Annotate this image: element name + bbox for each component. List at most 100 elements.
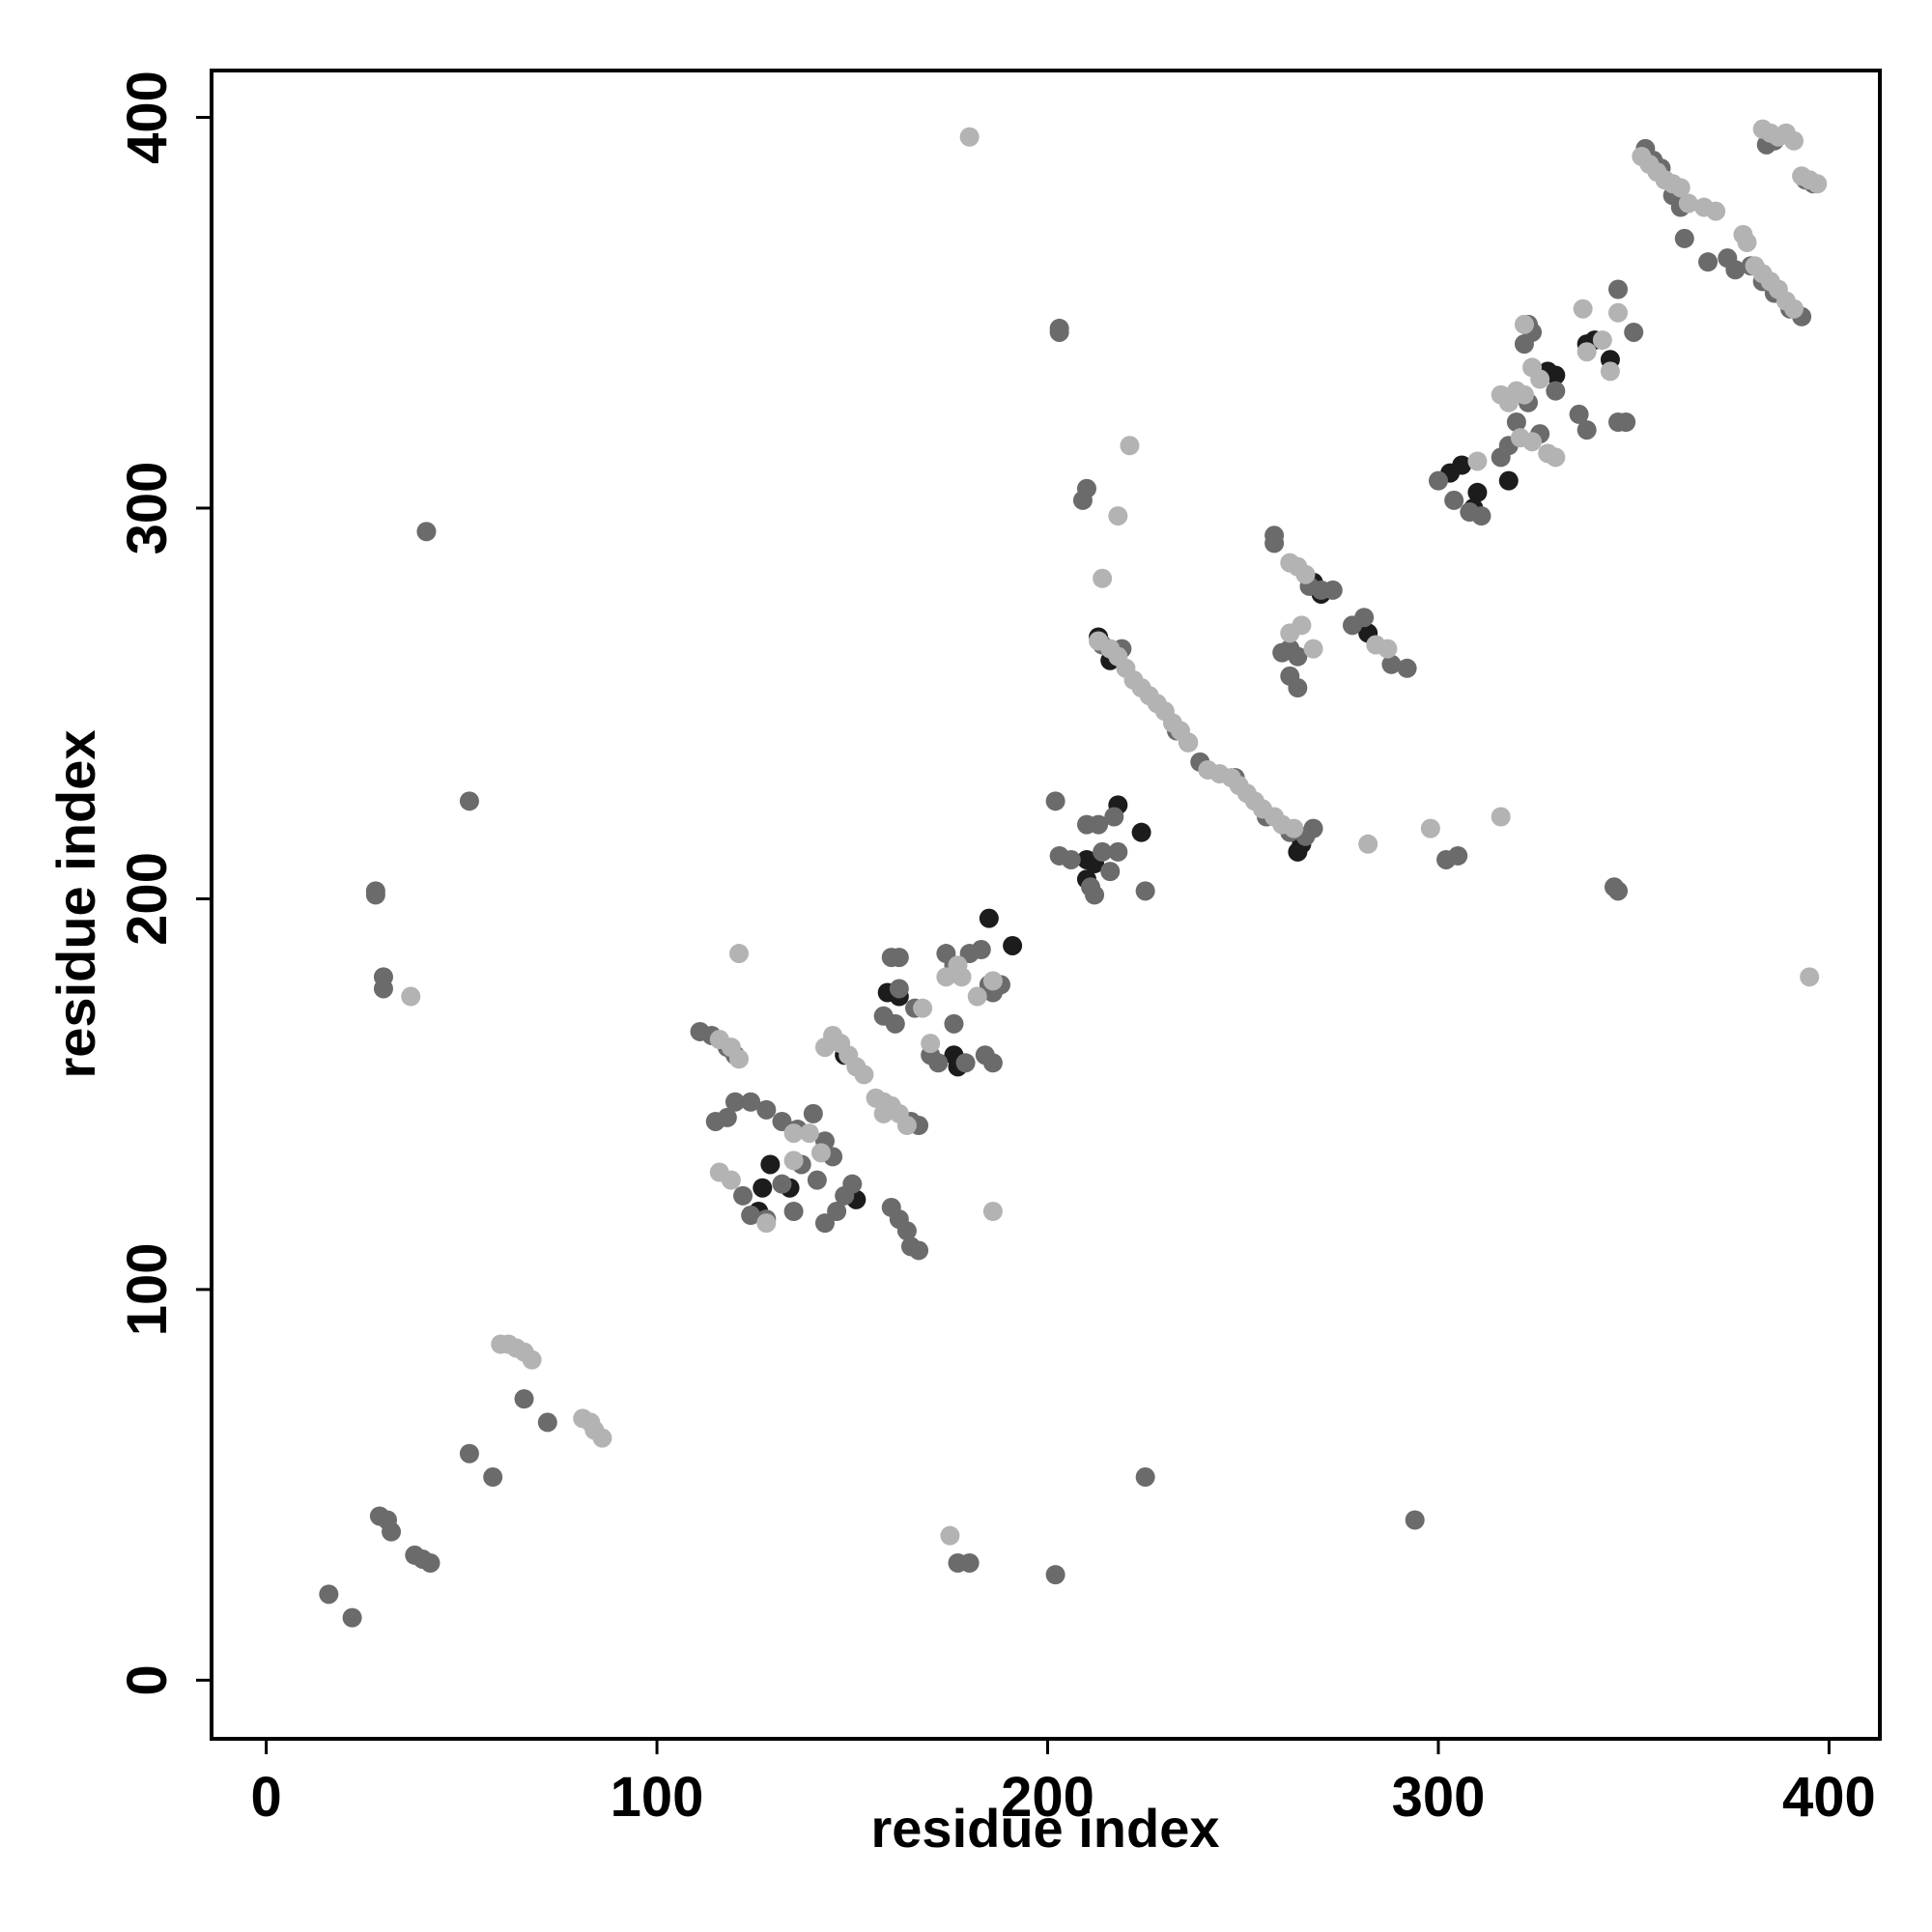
point xyxy=(459,1443,479,1463)
point xyxy=(365,885,385,905)
point xyxy=(1600,361,1620,382)
point xyxy=(1608,279,1629,299)
point xyxy=(1491,807,1511,827)
point xyxy=(1624,322,1644,342)
x-tick-label: 100 xyxy=(611,1766,704,1829)
point xyxy=(1569,404,1589,424)
point xyxy=(401,986,421,1007)
point xyxy=(959,127,980,147)
point xyxy=(724,1092,745,1112)
y-tick-label: 400 xyxy=(116,71,179,164)
point xyxy=(967,986,987,1007)
point xyxy=(889,948,909,968)
point xyxy=(928,1053,949,1073)
point xyxy=(1514,314,1534,334)
x-tick-label: 400 xyxy=(1782,1766,1876,1829)
point xyxy=(1100,862,1121,882)
point xyxy=(1725,260,1746,280)
point xyxy=(940,1525,960,1546)
point xyxy=(979,908,999,928)
point xyxy=(803,1103,823,1123)
point xyxy=(1272,642,1293,663)
point xyxy=(1284,818,1304,838)
point xyxy=(760,1154,781,1175)
point xyxy=(1045,791,1065,811)
point xyxy=(1076,478,1096,498)
point xyxy=(1514,384,1534,405)
point xyxy=(1530,369,1550,389)
point xyxy=(881,1197,901,1217)
point xyxy=(537,1412,557,1433)
point xyxy=(799,1123,819,1144)
point xyxy=(1264,533,1285,554)
point xyxy=(342,1607,362,1628)
point xyxy=(721,1170,741,1190)
point xyxy=(1800,967,1820,987)
point xyxy=(814,1213,835,1234)
point xyxy=(1303,639,1323,659)
point xyxy=(944,1013,964,1034)
point xyxy=(1120,436,1140,456)
point xyxy=(982,1201,1003,1221)
point xyxy=(783,1201,804,1221)
y-tick-label: 200 xyxy=(116,852,179,946)
point xyxy=(1420,818,1440,838)
point xyxy=(592,1428,612,1448)
point xyxy=(1288,841,1308,862)
point xyxy=(959,1552,980,1573)
point xyxy=(1358,834,1378,854)
point xyxy=(1608,881,1629,901)
point xyxy=(955,1053,976,1073)
point xyxy=(1546,381,1566,401)
point xyxy=(1616,412,1636,433)
point xyxy=(483,1467,503,1488)
point xyxy=(729,944,750,964)
point xyxy=(1280,553,1300,573)
point xyxy=(1135,881,1155,901)
point xyxy=(913,998,933,1018)
point xyxy=(1577,342,1597,362)
point xyxy=(756,1099,777,1120)
point xyxy=(1131,822,1151,842)
point xyxy=(1522,432,1543,452)
point xyxy=(807,1170,827,1190)
point xyxy=(729,1049,750,1069)
point xyxy=(873,1103,894,1123)
point xyxy=(772,1111,792,1131)
point xyxy=(1135,1467,1155,1488)
point xyxy=(1608,302,1629,323)
point xyxy=(1397,658,1417,678)
point xyxy=(1405,1510,1425,1530)
point xyxy=(1448,845,1468,866)
point xyxy=(1354,608,1375,628)
point xyxy=(741,1206,761,1226)
point xyxy=(1179,732,1199,753)
point xyxy=(1381,654,1402,674)
point xyxy=(1592,330,1612,351)
point xyxy=(1784,130,1804,151)
point xyxy=(889,979,909,999)
point xyxy=(1498,470,1519,491)
point xyxy=(842,1174,863,1194)
point xyxy=(382,1521,402,1542)
plot-frame xyxy=(210,69,1882,1741)
point xyxy=(373,979,393,999)
point xyxy=(921,1034,941,1054)
point xyxy=(896,1116,917,1136)
point xyxy=(1108,506,1128,526)
point xyxy=(783,1151,804,1171)
point xyxy=(1514,334,1534,355)
point xyxy=(1678,193,1698,213)
point xyxy=(1674,228,1694,248)
point xyxy=(1045,1565,1065,1585)
point xyxy=(936,967,956,987)
point xyxy=(459,791,479,811)
point xyxy=(1049,322,1069,342)
point xyxy=(1737,232,1757,252)
y-axis-label: residue index xyxy=(45,729,106,1078)
point xyxy=(420,1552,440,1573)
point xyxy=(1467,482,1488,502)
point xyxy=(1467,451,1488,471)
point xyxy=(1288,646,1308,667)
